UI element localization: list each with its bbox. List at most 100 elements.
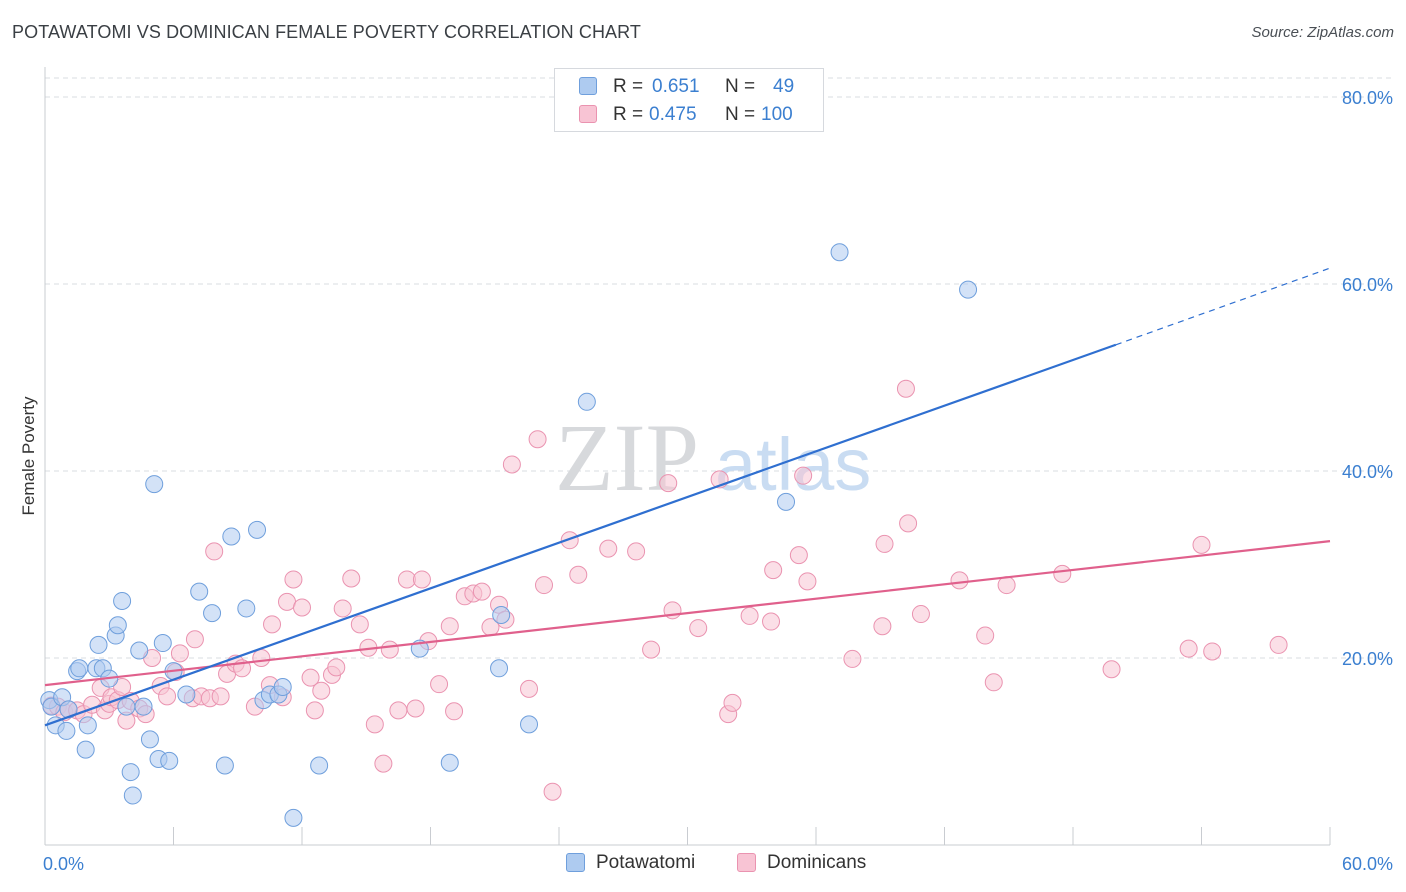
dominicans-r-value: 0.475 [649,104,697,125]
dominicans-point [430,675,449,694]
potawatomi-point [830,243,849,262]
dominicans-point [365,715,384,734]
potawatomi-point [117,697,136,716]
potawatomi-point [145,475,164,494]
potawatomi-point [78,716,97,735]
potawatomi-point [959,280,978,299]
dominicans-point [911,605,930,624]
dominicans-point [899,514,918,533]
dominicans-n-value: 100 [761,104,793,125]
potawatomi-point [440,753,459,772]
dominicans-point [1269,635,1288,654]
dominicans-point [798,572,817,591]
dominicans-point [412,570,431,589]
dominicans-point [569,565,588,584]
dominicans-point [543,782,562,801]
potawatomi-point [248,520,267,539]
potawatomi-point [520,715,539,734]
potawatomi-point [177,685,196,704]
dominicans-point [659,474,678,493]
potawatomi-point [310,756,329,775]
dominicans-point [984,673,1003,692]
x-tick-label-max: 60.0% [1342,854,1393,874]
dominicans-point [301,668,320,687]
dominicans-point [1053,564,1072,583]
y-tick-label: 40.0% [1342,462,1393,482]
chart-title: POTAWATOMI VS DOMINICAN FEMALE POVERTY C… [12,22,642,42]
potawatomi-point [190,582,209,601]
dominicans-point [873,617,892,636]
dominicans-point [1179,639,1198,658]
dominicans-point [333,599,352,618]
r-label: R = [613,104,644,125]
potawatomi-n-value: 49 [773,76,795,97]
correlation-legend: R = 0.651 N = 49 R = 0.475 N = 100 [554,68,824,132]
dominicans-point [627,542,646,561]
dominicans-point [560,531,579,550]
dominicans-point [252,649,271,667]
potawatomi-point [121,763,140,782]
potawatomi-point [273,677,292,696]
potawatomi-point [492,605,511,624]
watermark-zip: ZIP [555,404,699,511]
dominicans-point [158,687,177,706]
dominicans-point [976,626,995,645]
dominicans-point [284,570,303,589]
dominicans-point [406,699,425,718]
dominicans-point [389,701,408,720]
legend-row-potawatomi: R = 0.651 N = 49 [555,72,823,100]
potawatomi-point [123,786,142,805]
dominicans-point [794,466,813,485]
dominicans-point [445,702,464,721]
dominicans-point [789,546,808,565]
source-credit: Source: ZipAtlas.com [1251,24,1394,41]
potawatomi-point [237,599,256,618]
dominicans-point [113,677,132,696]
potawatomi-legend-swatch [566,853,585,872]
dominicans-point [327,658,346,677]
grid-lines [45,77,1393,659]
potawatomi-point [160,751,179,770]
potawatomi-points [40,243,978,827]
dominicans-point [305,701,324,720]
trendlines [44,267,1331,727]
n-label: N = [725,104,756,125]
dominicans-point [380,640,399,659]
x-tick-label-min: 0.0% [43,854,84,874]
dominicans-legend-label: Dominicans [767,852,867,873]
dominicans-point [1102,660,1121,679]
dominicans-point [689,619,708,638]
dominicans-point [642,640,661,659]
dominicans-point [170,644,189,663]
potawatomi-point [490,659,509,678]
legend-row-dominicans: R = 0.475 N = 100 [555,100,823,128]
dominicans-swatch [579,105,597,123]
axes [44,67,1331,846]
dominicans-point [502,455,521,474]
dominicans-point [875,534,894,553]
dominicans-point [342,569,361,588]
dominicans-point [950,571,969,590]
potawatomi-trendline-extension [1115,267,1331,346]
potawatomi-point [577,392,596,411]
dominicans-point [211,687,230,706]
potawatomi-point [130,641,149,660]
y-axis-label: Female Poverty [19,396,38,516]
potawatomi-point [777,492,796,511]
dominicans-point [350,615,369,634]
potawatomi-point [203,604,222,623]
dominicans-legend-swatch [737,853,756,872]
dominicans-point [723,693,742,712]
potawatomi-point [153,634,172,653]
dominicans-point [520,679,539,698]
dominicans-point [843,649,862,668]
dominicans-point [599,539,618,558]
potawatomi-point [89,635,108,654]
dominicans-point [764,561,783,580]
potawatomi-point [57,721,76,740]
potawatomi-point [70,659,89,678]
potawatomi-r-value: 0.651 [652,76,700,97]
dominicans-point [440,617,459,636]
potawatomi-point [140,730,159,749]
